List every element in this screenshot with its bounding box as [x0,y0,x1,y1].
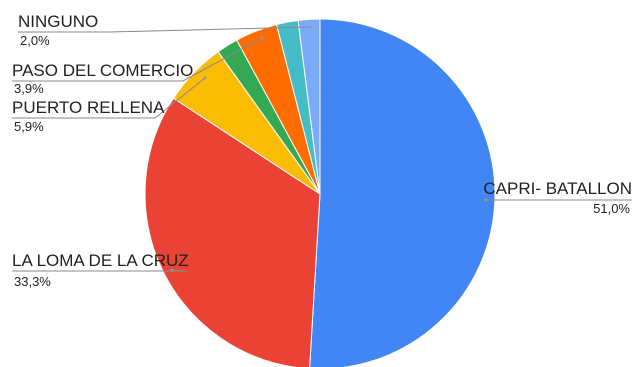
pie-slice-6 [297,18,321,195]
slice-labels: CAPRI- BATALLON 51,0% LA LOMA DE LA CRUZ 33… [12,12,632,289]
pie-slices [144,18,496,367]
leader-line-6 [18,26,311,33]
leader-line-4 [12,37,263,82]
slice-name-label-1: LA LOMA DE LA CRUZ [12,251,189,270]
slice-name-label-2: PUERTO RELLENA [12,98,165,117]
slice-value-label-1: 33,3% [14,274,51,289]
leader-line-1 [12,269,188,272]
slice-name-label-0: CAPRI- BATALLON [483,179,632,198]
slice-value-label-4: 3,9% [14,81,44,96]
leader-lines [12,25,632,272]
leader-line-2 [12,77,206,119]
leader-dot-1 [170,268,174,272]
slice-name-label-6: NINGUNO [18,12,98,31]
slice-value-label-0: 51,0% [593,201,630,216]
leader-dot-0 [484,198,488,202]
leader-dot-2 [203,76,207,80]
slice-value-label-2: 5,9% [14,119,44,134]
leader-dot-6 [308,25,312,29]
slice-name-label-4: PASO DEL COMERCIO [12,61,193,80]
leader-dot-4 [260,36,264,40]
pie-slice-0 [309,18,496,367]
slice-value-label-6: 2,0% [20,33,50,48]
